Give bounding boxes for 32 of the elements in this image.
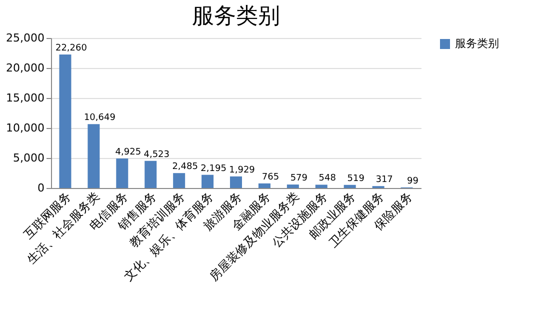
bar — [315, 184, 328, 188]
data-label: 2,485 — [172, 162, 198, 172]
legend-label: 服务类别 — [455, 37, 499, 50]
y-tick-label: 0 — [38, 182, 44, 194]
y-tick-label: 20,000 — [6, 62, 44, 74]
data-label: 2,195 — [200, 164, 226, 174]
data-label: 4,925 — [115, 147, 142, 158]
data-label: 519 — [347, 174, 365, 184]
data-label: 22,260 — [55, 43, 88, 54]
y-tick-label: 10,000 — [6, 122, 44, 134]
data-label: 99 — [407, 176, 419, 186]
data-label: 548 — [318, 174, 336, 184]
bar — [286, 184, 299, 188]
bar — [230, 176, 242, 188]
data-label: 4,523 — [144, 150, 170, 160]
chart-title: 服务类别 — [192, 4, 280, 29]
data-label: 579 — [290, 174, 308, 184]
bar — [88, 124, 100, 188]
data-label: 317 — [376, 175, 393, 186]
bar — [144, 160, 157, 188]
bar — [116, 158, 128, 188]
bar — [202, 174, 214, 188]
y-tick-label: 15,000 — [6, 92, 44, 104]
data-label: 765 — [262, 172, 280, 182]
data-label: 1,929 — [229, 165, 256, 176]
y-tick-label: 5,000 — [13, 152, 44, 164]
bar — [173, 173, 186, 188]
data-label: 10,649 — [84, 113, 116, 124]
bar — [258, 183, 270, 188]
y-tick-label: 25,000 — [6, 32, 44, 44]
bar — [344, 184, 356, 188]
bar — [59, 54, 72, 188]
